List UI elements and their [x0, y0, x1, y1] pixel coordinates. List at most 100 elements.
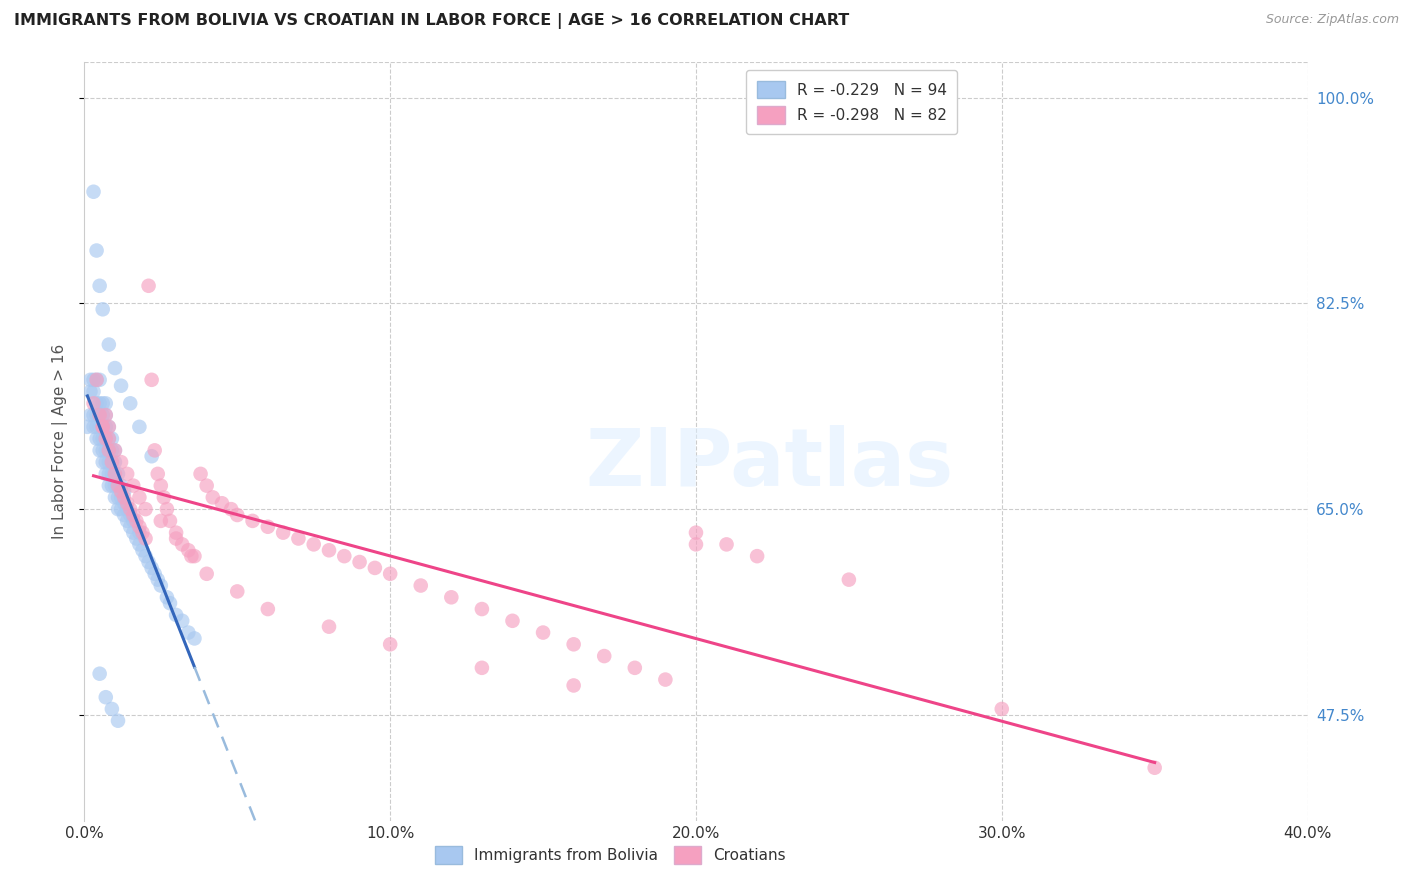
Point: [97, 432, 120, 446]
Point: [165, 607, 187, 622]
Point: [172, 614, 194, 628]
Point: [110, 502, 132, 516]
Point: [131, 525, 153, 540]
Point: [838, 573, 860, 587]
Point: [86, 373, 108, 387]
Point: [112, 496, 135, 510]
Point: [76, 420, 98, 434]
Point: [86, 432, 108, 446]
Point: [115, 502, 138, 516]
Point: [190, 467, 212, 481]
Point: [91, 420, 114, 434]
Point: [380, 566, 402, 581]
Point: [302, 537, 325, 551]
Point: [318, 620, 340, 634]
Point: [91, 420, 114, 434]
Point: [86, 420, 108, 434]
Point: [94, 690, 117, 705]
Point: [195, 566, 218, 581]
Point: [257, 602, 280, 616]
Point: [502, 614, 524, 628]
Point: [257, 520, 280, 534]
Point: [128, 420, 150, 434]
Point: [110, 484, 132, 499]
Point: [79, 373, 101, 387]
Point: [128, 491, 150, 505]
Point: [128, 525, 150, 540]
Point: [146, 573, 169, 587]
Point: [380, 637, 402, 651]
Point: [172, 537, 194, 551]
Point: [89, 408, 111, 422]
Point: [125, 514, 148, 528]
Point: [83, 384, 105, 399]
Point: [86, 396, 108, 410]
Point: [159, 596, 181, 610]
Point: [86, 244, 108, 258]
Point: [128, 537, 150, 551]
Point: [79, 408, 101, 422]
Point: [83, 408, 105, 422]
Point: [91, 396, 114, 410]
Legend: Immigrants from Bolivia, Croatians: Immigrants from Bolivia, Croatians: [429, 840, 792, 870]
Point: [107, 502, 129, 516]
Point: [562, 678, 585, 692]
Point: [89, 420, 111, 434]
Point: [94, 408, 117, 422]
Point: [364, 561, 387, 575]
Point: [97, 420, 120, 434]
Point: [91, 443, 114, 458]
Point: [94, 443, 117, 458]
Point: [83, 420, 105, 434]
Point: [685, 537, 707, 551]
Point: [177, 543, 200, 558]
Point: [122, 508, 145, 522]
Point: [141, 561, 163, 575]
Point: [101, 478, 124, 492]
Point: [593, 649, 616, 664]
Point: [97, 337, 120, 351]
Point: [112, 508, 135, 522]
Point: [349, 555, 371, 569]
Point: [149, 578, 172, 592]
Point: [91, 432, 114, 446]
Point: [101, 432, 124, 446]
Point: [1143, 761, 1166, 775]
Point: [83, 396, 105, 410]
Point: [135, 502, 157, 516]
Point: [440, 591, 463, 605]
Point: [125, 532, 148, 546]
Point: [89, 408, 111, 422]
Point: [94, 432, 117, 446]
Point: [104, 491, 127, 505]
Point: [138, 278, 160, 293]
Point: [149, 478, 172, 492]
Point: [562, 637, 585, 651]
Point: [716, 537, 738, 551]
Point: [149, 514, 172, 528]
Point: [94, 432, 117, 446]
Point: [180, 549, 202, 563]
Point: [156, 591, 179, 605]
Point: [94, 420, 117, 434]
Point: [624, 661, 647, 675]
Point: [242, 514, 264, 528]
Point: [156, 502, 179, 516]
Point: [115, 514, 138, 528]
Point: [165, 525, 187, 540]
Point: [226, 584, 249, 599]
Point: [86, 373, 108, 387]
Point: [177, 625, 200, 640]
Point: [104, 455, 127, 469]
Point: [101, 455, 124, 469]
Point: [89, 278, 111, 293]
Point: [86, 408, 108, 422]
Point: [104, 467, 127, 481]
Point: [89, 443, 111, 458]
Point: [128, 520, 150, 534]
Point: [201, 491, 224, 505]
Point: [211, 496, 233, 510]
Point: [97, 432, 120, 446]
Point: [97, 478, 120, 492]
Text: IMMIGRANTS FROM BOLIVIA VS CROATIAN IN LABOR FORCE | AGE > 16 CORRELATION CHART: IMMIGRANTS FROM BOLIVIA VS CROATIAN IN L…: [14, 13, 849, 29]
